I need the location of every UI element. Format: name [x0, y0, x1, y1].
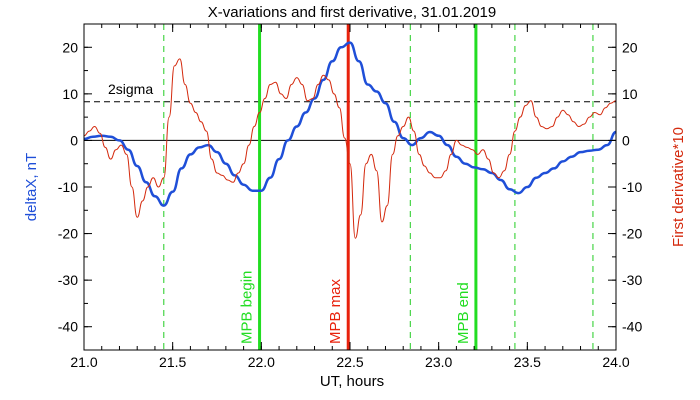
y-tick-label-right-1: 10 — [622, 86, 638, 102]
y-axis-left-title: deltaX, nT — [23, 153, 40, 221]
series-line-derivative — [84, 58, 616, 239]
y-tick-label-left-4: -20 — [58, 226, 78, 242]
y-tick-label-right-4: -20 — [622, 226, 642, 242]
y-tick-label-right-5: -30 — [622, 272, 642, 288]
x-axis-title: UT, hours — [320, 373, 384, 390]
y-tick-label-right-0: 20 — [622, 39, 638, 55]
vertical-markers: MPB begin MPB max MPB end — [163, 24, 594, 350]
y-tick-label-left-5: -30 — [58, 272, 78, 288]
y-axis-right-title: First derivative*10 — [670, 127, 687, 247]
y-tick-label-left-3: -10 — [58, 179, 78, 195]
series-line-deltaX — [84, 41, 616, 207]
y-tick-label-left-2: 0 — [70, 132, 78, 148]
sigma-label: 2sigma — [108, 81, 153, 97]
marker-label-2: MPB end — [455, 282, 472, 344]
y-tick-label-right-2: 0 — [622, 132, 630, 148]
x-tick-label-3: 22.5 — [336, 354, 363, 370]
axes-frame — [83, 23, 617, 351]
y-tick-label-right-3: -10 — [622, 179, 642, 195]
x-tick-label-6: 24.0 — [602, 354, 629, 370]
series-layer — [84, 41, 616, 239]
y-tick-label-right-6: -40 — [622, 319, 642, 335]
y-tick-label-left-0: 20 — [62, 39, 78, 55]
x-tick-label-4: 23.0 — [425, 354, 452, 370]
marker-label-0: MPB begin — [239, 271, 256, 344]
x-tick-label-2: 22.0 — [248, 354, 275, 370]
y-tick-label-left-1: 10 — [62, 86, 78, 102]
marker-label-1: MPB max — [327, 278, 344, 344]
x-tick-label-1: 21.5 — [159, 354, 186, 370]
reference-lines: 2sigma — [84, 81, 616, 141]
x-tick-label-0: 21.0 — [70, 354, 97, 370]
chart-title: X-variations and first derivative, 31.01… — [208, 4, 497, 21]
y-tick-label-left-6: -40 — [58, 319, 78, 335]
axis-labels: 21.0 21.5 22.0 22.5 23.0 23.5 24.0 20 20 10 10 0 0 -1… — [58, 39, 643, 370]
x-tick-label-5: 23.5 — [514, 354, 541, 370]
